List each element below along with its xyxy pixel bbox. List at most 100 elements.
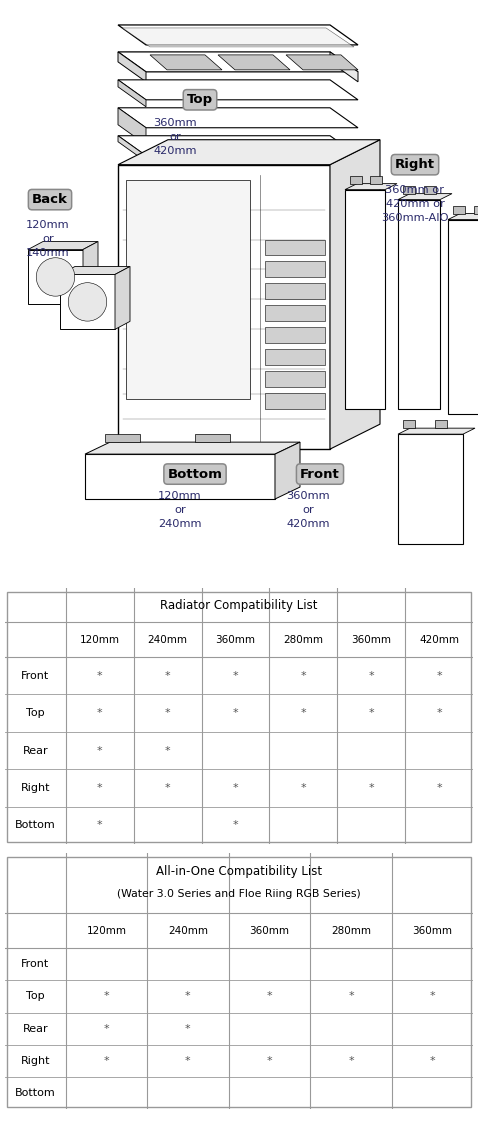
Text: 360mm or
420mm or
360mm-AIO: 360mm or 420mm or 360mm-AIO (381, 184, 449, 223)
Circle shape (68, 283, 107, 321)
Text: 280mm: 280mm (283, 635, 324, 645)
Text: *: * (348, 991, 354, 1001)
Polygon shape (265, 306, 325, 321)
Polygon shape (448, 219, 478, 414)
Polygon shape (286, 55, 358, 70)
Polygon shape (118, 139, 380, 165)
Polygon shape (118, 108, 146, 145)
Polygon shape (345, 183, 397, 190)
Text: Radiator Compatibility List: Radiator Compatibility List (160, 599, 318, 611)
Text: Top: Top (26, 708, 44, 718)
Text: *: * (369, 671, 374, 681)
Text: 360mm: 360mm (351, 635, 391, 645)
Text: *: * (267, 1055, 272, 1066)
Text: 240mm: 240mm (148, 635, 187, 645)
Polygon shape (265, 327, 325, 343)
Text: *: * (369, 708, 374, 718)
Text: *: * (165, 745, 170, 755)
Polygon shape (424, 185, 436, 193)
Text: *: * (97, 783, 102, 794)
Polygon shape (85, 442, 300, 454)
Polygon shape (265, 371, 325, 388)
Text: Front: Front (300, 468, 340, 481)
Polygon shape (118, 165, 330, 450)
Text: *: * (97, 745, 102, 755)
Text: 120mm: 120mm (80, 635, 120, 645)
Text: 280mm: 280mm (331, 926, 371, 935)
Text: *: * (430, 1055, 435, 1066)
Text: Bottom: Bottom (168, 468, 222, 481)
Polygon shape (60, 274, 115, 329)
Polygon shape (474, 206, 478, 214)
Polygon shape (28, 250, 83, 305)
Text: *: * (165, 671, 170, 681)
Text: Bottom: Bottom (15, 1088, 55, 1098)
Circle shape (36, 257, 75, 296)
Polygon shape (118, 52, 358, 72)
Text: 240mm: 240mm (168, 926, 208, 935)
Polygon shape (118, 80, 146, 107)
Text: 420mm: 420mm (419, 635, 459, 645)
Text: *: * (233, 821, 239, 831)
Text: 120mm
or
140mm: 120mm or 140mm (26, 219, 70, 257)
Text: *: * (436, 671, 442, 681)
Text: Back: Back (32, 193, 68, 206)
Text: Right: Right (21, 783, 50, 794)
Text: Top: Top (26, 991, 44, 1001)
Text: *: * (165, 708, 170, 718)
Text: 360mm: 360mm (250, 926, 290, 935)
Text: *: * (436, 708, 442, 718)
Polygon shape (115, 266, 130, 329)
Polygon shape (453, 206, 465, 214)
Polygon shape (218, 55, 290, 70)
Polygon shape (448, 214, 478, 219)
Text: 360mm: 360mm (413, 926, 453, 935)
Polygon shape (398, 434, 463, 544)
Text: Rear: Rear (22, 1024, 48, 1034)
Text: 360mm
or
420mm: 360mm or 420mm (153, 118, 197, 156)
Polygon shape (105, 434, 140, 442)
Polygon shape (345, 190, 385, 409)
Text: (Water 3.0 Series and Floe Riing RGB Series): (Water 3.0 Series and Floe Riing RGB Ser… (117, 889, 361, 899)
Text: All-in-One Compatibility List: All-in-One Compatibility List (156, 864, 322, 878)
Text: *: * (348, 1055, 354, 1066)
Text: *: * (233, 783, 239, 794)
Polygon shape (265, 350, 325, 365)
Text: Right: Right (395, 158, 435, 171)
Text: *: * (165, 783, 170, 794)
Text: *: * (436, 783, 442, 794)
Text: *: * (185, 1055, 191, 1066)
Text: *: * (104, 1024, 109, 1034)
Polygon shape (118, 52, 146, 82)
Polygon shape (83, 242, 98, 305)
Polygon shape (398, 200, 440, 409)
Polygon shape (118, 136, 146, 162)
Polygon shape (403, 420, 415, 428)
Text: Bottom: Bottom (15, 821, 55, 831)
Text: 360mm: 360mm (216, 635, 255, 645)
Text: *: * (301, 783, 306, 794)
Polygon shape (60, 266, 130, 274)
Polygon shape (195, 434, 230, 442)
Polygon shape (403, 185, 415, 193)
Text: 360mm
or
420mm: 360mm or 420mm (286, 491, 330, 529)
Text: 120mm: 120mm (87, 926, 127, 935)
Text: *: * (301, 708, 306, 718)
Polygon shape (330, 52, 358, 82)
Polygon shape (435, 420, 447, 428)
Polygon shape (370, 175, 382, 183)
Polygon shape (28, 242, 98, 250)
Polygon shape (118, 108, 358, 128)
Text: *: * (185, 991, 191, 1001)
Polygon shape (265, 262, 325, 278)
Text: Front: Front (21, 959, 49, 969)
Polygon shape (122, 28, 354, 47)
Polygon shape (118, 136, 358, 156)
Polygon shape (118, 25, 358, 45)
Polygon shape (265, 239, 325, 255)
Polygon shape (85, 454, 275, 499)
Text: Front: Front (21, 671, 49, 681)
Text: *: * (185, 1024, 191, 1034)
Polygon shape (126, 180, 250, 399)
Polygon shape (350, 175, 362, 183)
